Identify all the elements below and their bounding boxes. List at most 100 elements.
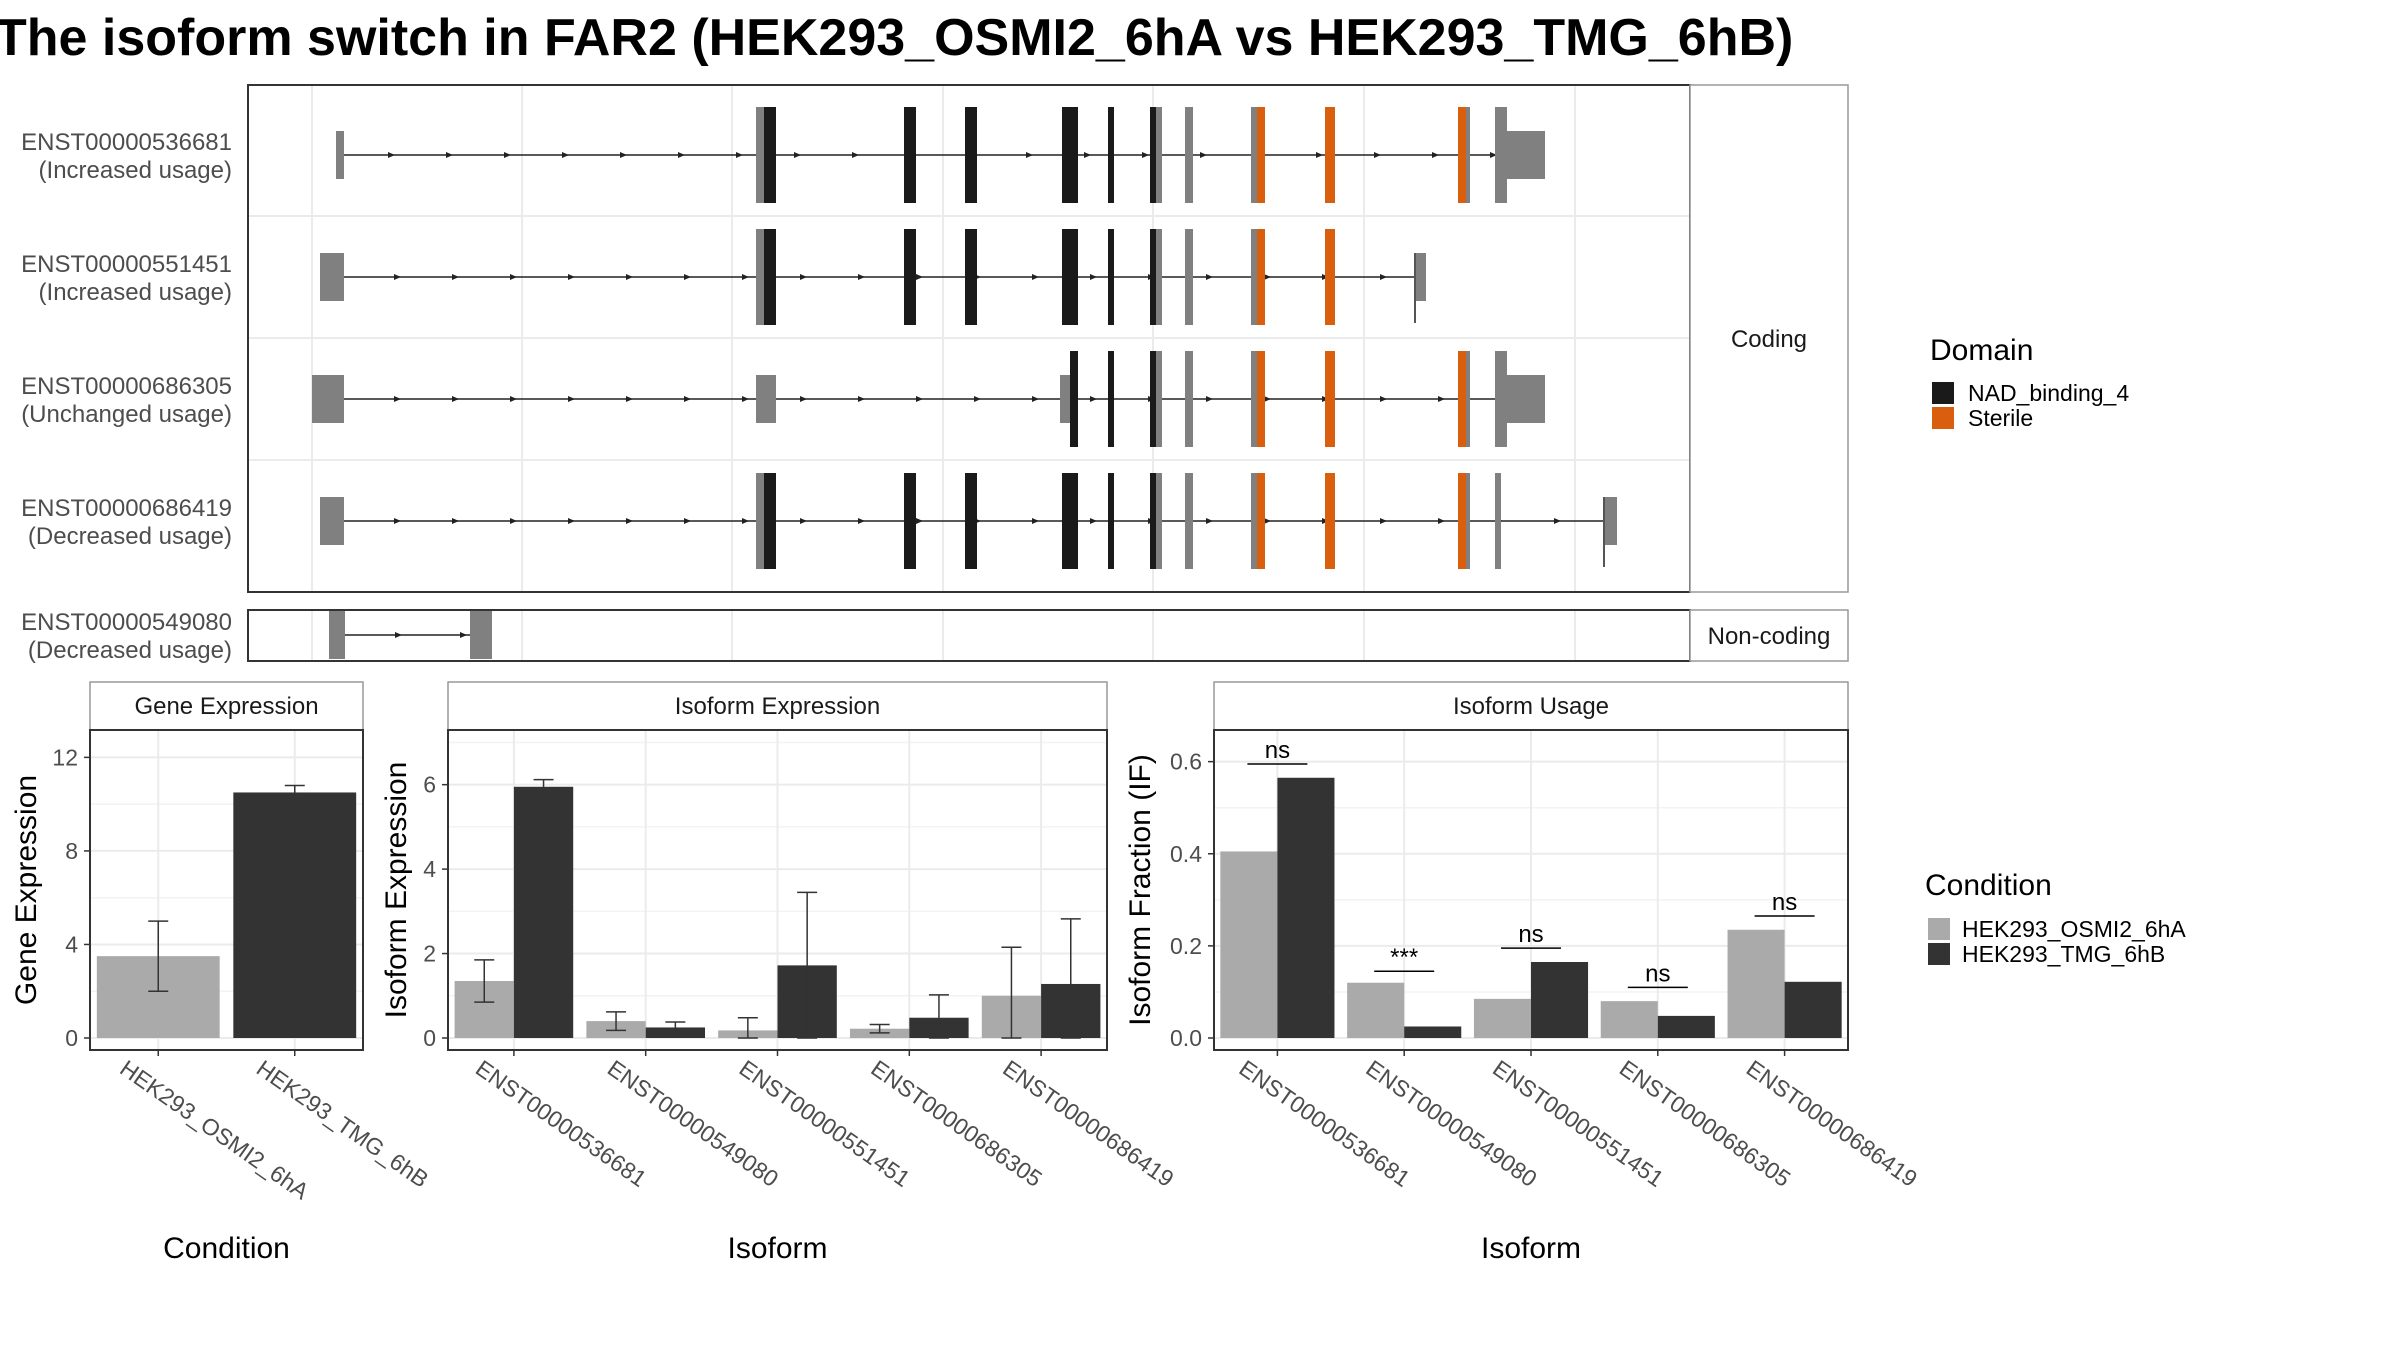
direction-arrow <box>800 518 807 524</box>
transcript-usage-label: (Increased usage) <box>39 157 232 184</box>
transcript-usage-label: (Decreased usage) <box>28 523 232 550</box>
exon-utr <box>1466 473 1470 569</box>
bar <box>1531 962 1589 1038</box>
direction-arrow <box>388 152 395 158</box>
exon-domain-sterile <box>1257 351 1265 447</box>
condition-legend-title: Condition <box>1925 869 2052 902</box>
direction-arrow <box>742 396 749 402</box>
direction-arrow <box>678 152 685 158</box>
exon-utr <box>1466 107 1470 203</box>
direction-arrow <box>794 152 801 158</box>
direction-arrow <box>1374 152 1381 158</box>
direction-arrow <box>742 274 749 280</box>
exon-utr <box>1185 351 1193 447</box>
direction-arrow <box>510 396 517 402</box>
exon-domain-nad-binding-4 <box>1150 473 1156 569</box>
panel-border <box>89 729 364 1051</box>
exon-domain-sterile <box>1458 473 1466 569</box>
x-axis-title: Isoform <box>1481 1232 1581 1265</box>
x-axis-title: Condition <box>163 1232 290 1265</box>
direction-arrow <box>1380 274 1387 280</box>
direction-arrow <box>1264 396 1271 402</box>
exon-domain-nad-binding-4 <box>904 473 916 569</box>
direction-arrow <box>1200 152 1207 158</box>
exon-domain-nad-binding-4 <box>904 229 916 325</box>
direction-arrow <box>568 518 575 524</box>
transcript-id-label: ENST00000551451 <box>21 251 232 278</box>
y-tick-label: 0 <box>65 1025 78 1051</box>
direction-arrow <box>1032 396 1039 402</box>
bar <box>233 792 357 1038</box>
exon-utr <box>1507 375 1545 423</box>
direction-arrow <box>1032 274 1039 280</box>
facet-strip-coding <box>1689 84 1849 593</box>
panel-strip <box>89 681 364 731</box>
legend-key-tmg <box>1928 943 1950 965</box>
figure-title: The isoform switch in FAR2 (HEK293_OSMI2… <box>0 9 1793 67</box>
exon-domain-nad-binding-4 <box>764 473 776 569</box>
direction-arrow <box>1490 152 1497 158</box>
y-tick-label: 6 <box>423 772 436 798</box>
exon-domain-nad-binding-4 <box>904 107 916 203</box>
chart-gene-expression: Gene Expression04812HEK293_OSMI2_6hAHEK2… <box>10 681 433 1265</box>
exon-domain-nad-binding-4 <box>764 107 776 203</box>
exon-domain-nad-binding-4 <box>1108 351 1114 447</box>
direction-arrow <box>620 152 627 158</box>
bar <box>1657 1015 1715 1038</box>
transcript-usage-label: (Increased usage) <box>39 279 232 306</box>
direction-arrow <box>394 274 401 280</box>
direction-arrow <box>1316 152 1323 158</box>
direction-arrow <box>736 152 743 158</box>
exon-domain-nad-binding-4 <box>965 229 977 325</box>
direction-arrow <box>1380 518 1387 524</box>
direction-arrow <box>510 518 517 524</box>
significance-label: ns <box>1518 921 1543 948</box>
transcript-row-ENST00000536681: ENST00000536681(Increased usage) <box>21 107 1545 203</box>
exon-utr <box>1507 131 1545 179</box>
significance-label: *** <box>1390 944 1418 971</box>
y-axis-title: Isoform Fraction (IF) <box>1124 754 1157 1026</box>
exon-domain-sterile <box>1458 351 1466 447</box>
exon-utr <box>329 611 345 659</box>
direction-arrow <box>510 274 517 280</box>
direction-arrow <box>1090 274 1097 280</box>
direction-arrow <box>800 274 807 280</box>
exon-utr <box>1156 473 1162 569</box>
direction-arrow <box>916 274 923 280</box>
direction-arrow <box>1206 518 1213 524</box>
direction-arrow <box>1206 396 1213 402</box>
direction-arrow <box>626 518 633 524</box>
facet-strip-noncoding <box>1689 609 1849 662</box>
direction-arrow <box>446 152 453 158</box>
direction-arrow <box>1084 152 1091 158</box>
exon-utr <box>1185 229 1193 325</box>
direction-arrow <box>395 632 402 638</box>
exon-utr <box>336 131 344 179</box>
direction-arrow <box>1026 152 1033 158</box>
transcript-row-ENST00000686419: ENST00000686419(Decreased usage) <box>21 473 1617 569</box>
legend-key-nad-binding-4 <box>1932 382 1954 404</box>
exon-utr <box>1251 351 1257 447</box>
exon-domain-nad-binding-4 <box>1108 107 1114 203</box>
direction-arrow <box>568 396 575 402</box>
exon-domain-nad-binding-4 <box>1062 229 1078 325</box>
direction-arrow <box>1032 518 1039 524</box>
direction-arrow <box>1438 518 1445 524</box>
exon-utr <box>470 611 492 659</box>
exon-domain-sterile <box>1257 229 1265 325</box>
y-tick-label: 0.4 <box>1170 841 1202 867</box>
exon-domain-nad-binding-4 <box>965 107 977 203</box>
y-tick-label: 4 <box>423 856 436 882</box>
domain-legend: Domain NAD_binding_4 Sterile <box>1930 334 2129 431</box>
exon-utr <box>1251 229 1257 325</box>
exon-utr <box>1495 351 1507 447</box>
exon-domain-sterile <box>1458 107 1466 203</box>
direction-arrow <box>394 396 401 402</box>
domain-legend-title: Domain <box>1930 334 2033 367</box>
y-axis-title: Isoform Expression <box>380 762 413 1019</box>
direction-arrow <box>1142 152 1149 158</box>
panel-title: Isoform Usage <box>1453 693 1609 720</box>
exon-domain-nad-binding-4 <box>965 473 977 569</box>
direction-arrow <box>852 152 859 158</box>
